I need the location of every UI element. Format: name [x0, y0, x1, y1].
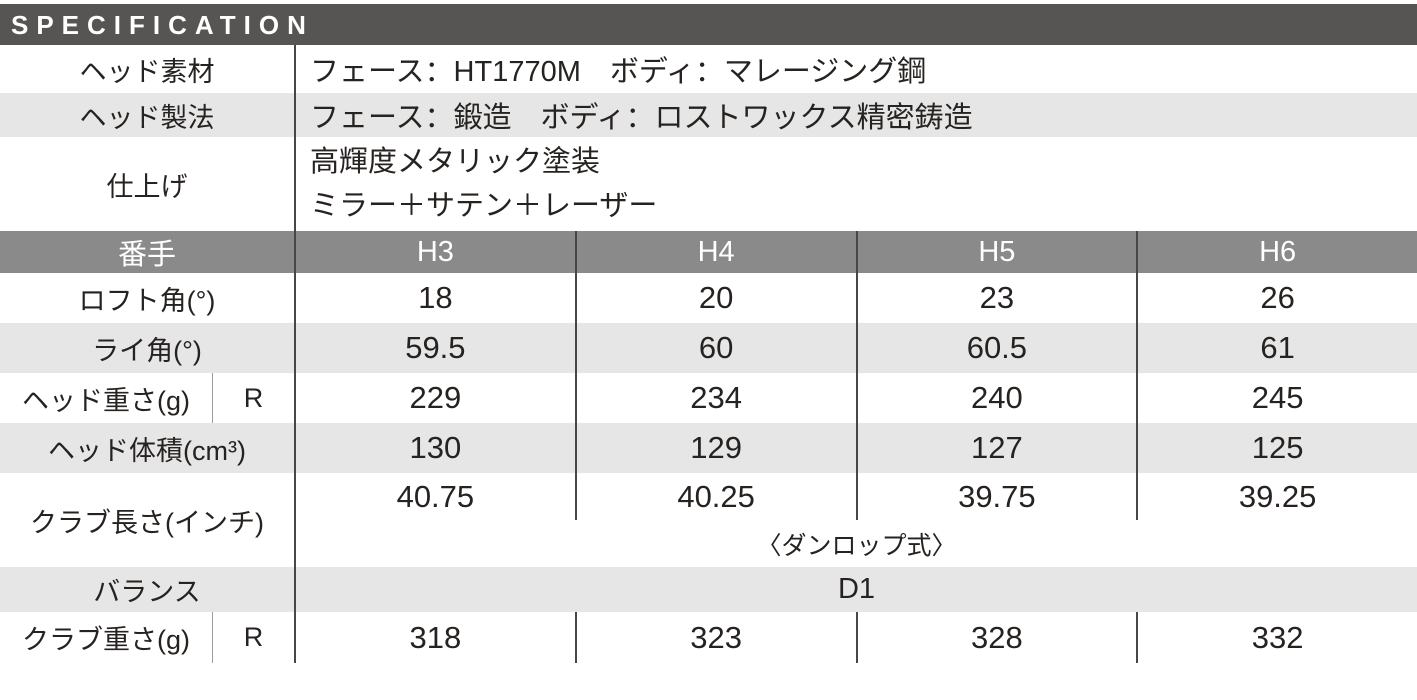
flex-label: R: [212, 612, 294, 663]
row-label: ヘッド素材: [79, 56, 215, 87]
cell-value: 26: [1136, 273, 1417, 323]
cell-value: 130: [294, 423, 575, 473]
cell-value: 318: [294, 612, 575, 663]
cell-value: 332: [1136, 612, 1417, 663]
row-club-length: クラブ長さ(インチ) 40.75 40.25 39.75 39.25 〈ダンロッ…: [0, 473, 1417, 567]
row-label-group: ヘッド重さ(g) R: [0, 373, 294, 423]
cell-value: 234: [574, 373, 856, 423]
cell-value: 39.75: [855, 473, 1137, 520]
cell-value: 323: [574, 612, 856, 663]
page-title: SPECIFICATION: [11, 9, 314, 40]
cell-value: 328: [855, 612, 1137, 663]
cell-head-material-value: フェース：HT1770M ボディ：マレージング鋼: [294, 45, 1417, 93]
cell-value: 40.25: [574, 473, 856, 520]
cell-value: 129: [574, 423, 856, 473]
club-length-values: 40.75 40.25 39.75 39.25 〈ダンロップ式〉: [294, 473, 1417, 567]
row-label-group: クラブ重さ(g) R: [0, 612, 294, 663]
header-col-h3: H3: [294, 231, 575, 273]
row-label: ライ角(°): [92, 335, 202, 366]
row-balance: バランス D1: [0, 567, 1417, 612]
cell-value: 39.25: [1136, 473, 1417, 520]
header-col-h4: H4: [574, 231, 856, 273]
row-label: ヘッド製法: [79, 102, 215, 133]
row-head-construction: ヘッド製法 フェース：鍛造 ボディ：ロストワックス精密鋳造: [0, 93, 1417, 137]
row-finish: 仕上げ 高輝度メタリック塗装 ミラー＋サテン＋レーザー: [0, 137, 1417, 231]
cell-value: 23: [855, 273, 1137, 323]
flex-label: R: [212, 373, 294, 423]
cell-value: 18: [294, 273, 575, 323]
cell-head-construction-value: フェース：鍛造 ボディ：ロストワックス精密鋳造: [294, 93, 1417, 137]
row-head-weight: ヘッド重さ(g) R 229 234 240 245: [0, 373, 1417, 423]
length-measurement-note: 〈ダンロップ式〉: [756, 531, 957, 560]
row-label: ロフト角(°): [78, 285, 216, 316]
title-bar: SPECIFICATION: [0, 4, 1417, 45]
row-label: バランス: [93, 577, 201, 607]
finish-line-1: 高輝度メタリック塗装: [310, 146, 601, 178]
cell-balance-value: D1: [294, 567, 1417, 612]
cell-value: 61: [1136, 323, 1417, 373]
cell-value: 240: [855, 373, 1137, 423]
row-head-material: ヘッド素材 フェース：HT1770M ボディ：マレージング鋼: [0, 45, 1417, 93]
cell-value: 245: [1136, 373, 1417, 423]
club-length-values-row: 40.75 40.25 39.75 39.25: [296, 473, 1417, 520]
cell-value: 229: [294, 373, 575, 423]
row-loft-angle: ロフト角(°) 18 20 23 26: [0, 273, 1417, 323]
row-lie-angle: ライ角(°) 59.5 60 60.5 61: [0, 323, 1417, 373]
cell-value: 59.5: [294, 323, 575, 373]
cell-finish-value: 高輝度メタリック塗装 ミラー＋サテン＋レーザー: [294, 137, 1417, 231]
cell-value: 125: [1136, 423, 1417, 473]
row-label: ヘッド重さ(g): [22, 385, 190, 416]
row-label: クラブ重さ(g): [22, 625, 190, 655]
row-head-volume: ヘッド体積(cm³) 130 129 127 125: [0, 423, 1417, 473]
cell-value: 60: [574, 323, 856, 373]
cell-value: 127: [855, 423, 1137, 473]
cell-value: 60.5: [855, 323, 1137, 373]
row-label: 仕上げ: [106, 171, 188, 202]
header-col-h5: H5: [855, 231, 1137, 273]
cell-value: 20: [574, 273, 856, 323]
spec-header-row: 番手 H3 H4 H5 H6: [0, 231, 1417, 273]
row-club-weight: クラブ重さ(g) R 318 323 328 332: [0, 612, 1417, 663]
row-label: ヘッド体積(cm³): [48, 435, 246, 466]
finish-line-2: ミラー＋サテン＋レーザー: [310, 190, 658, 222]
header-col-h6: H6: [1136, 231, 1417, 273]
header-label-club-number: 番手: [117, 239, 176, 271]
cell-value: 40.75: [396, 478, 475, 514]
row-label: クラブ長さ(インチ): [30, 507, 264, 538]
